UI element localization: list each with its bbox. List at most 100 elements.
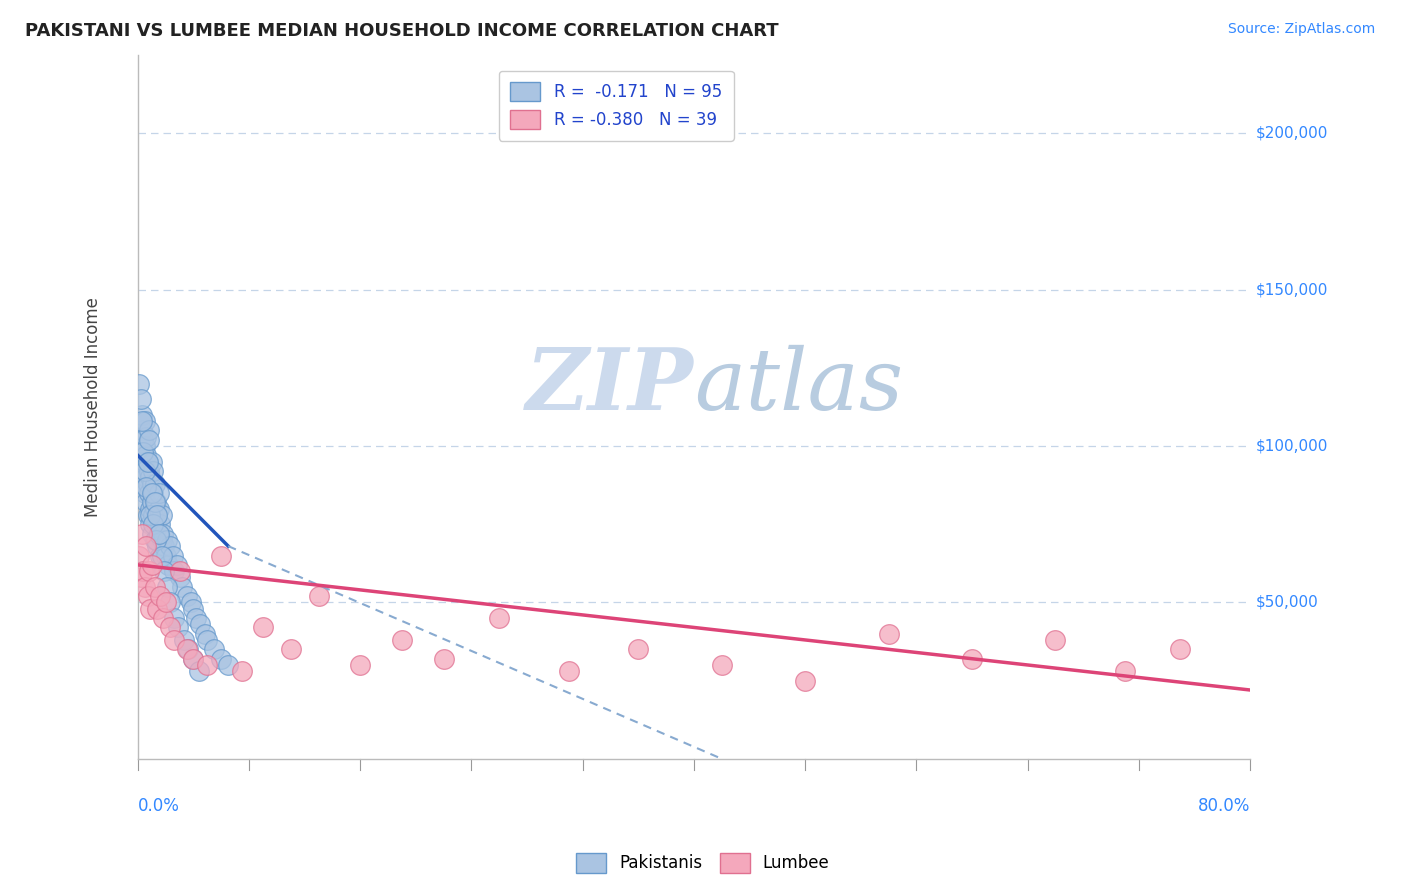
Point: [134, 580, 156, 594]
Point: [138, 464, 160, 478]
Point: [146, 601, 169, 615]
Point: [139, 508, 162, 522]
Point: [136, 455, 159, 469]
Point: [153, 539, 176, 553]
Point: [148, 486, 170, 500]
Point: [169, 570, 191, 584]
Point: [155, 549, 177, 563]
Text: ZIP: ZIP: [526, 344, 695, 427]
Point: [132, 564, 155, 578]
Point: [180, 595, 202, 609]
Point: [138, 424, 160, 438]
Point: [143, 533, 166, 547]
Point: [129, 464, 152, 478]
Point: [163, 611, 186, 625]
Text: $100,000: $100,000: [1256, 439, 1327, 453]
Point: [157, 558, 180, 572]
Point: [139, 517, 162, 532]
Point: [131, 445, 153, 459]
Point: [209, 651, 232, 665]
Point: [128, 476, 150, 491]
Text: 80.0%: 80.0%: [1198, 797, 1250, 815]
Point: [177, 642, 200, 657]
Text: PAKISTANI VS LUMBEE MEDIAN HOUSEHOLD INCOME CORRELATION CHART: PAKISTANI VS LUMBEE MEDIAN HOUSEHOLD INC…: [25, 22, 779, 40]
Point: [176, 589, 198, 603]
Point: [139, 470, 162, 484]
Point: [134, 486, 156, 500]
Point: [138, 564, 160, 578]
Point: [146, 508, 169, 522]
Point: [141, 526, 163, 541]
Point: [209, 549, 232, 563]
Point: [145, 533, 167, 547]
Point: [143, 476, 166, 491]
Point: [131, 408, 153, 422]
Point: [128, 376, 150, 391]
Point: [155, 595, 177, 609]
Point: [162, 549, 184, 563]
Point: [135, 430, 157, 444]
Point: [183, 651, 205, 665]
Point: [131, 526, 153, 541]
Text: $200,000: $200,000: [1256, 126, 1327, 141]
Point: [143, 501, 166, 516]
Point: [153, 564, 176, 578]
Point: [132, 433, 155, 447]
Point: [710, 657, 733, 672]
Point: [134, 464, 156, 478]
Text: Source: ZipAtlas.com: Source: ZipAtlas.com: [1227, 22, 1375, 37]
Point: [167, 620, 190, 634]
Point: [960, 651, 983, 665]
Point: [131, 424, 153, 438]
Point: [134, 439, 156, 453]
Point: [142, 517, 165, 532]
Point: [148, 526, 170, 541]
Text: atlas: atlas: [695, 344, 903, 427]
Point: [143, 580, 166, 594]
Point: [134, 414, 156, 428]
Point: [135, 539, 157, 553]
Point: [141, 495, 163, 509]
Point: [141, 476, 163, 491]
Point: [1045, 632, 1067, 647]
Point: [150, 508, 173, 522]
Point: [135, 480, 157, 494]
Point: [1170, 642, 1192, 657]
Point: [159, 595, 181, 609]
Point: [163, 564, 186, 578]
Point: [141, 455, 163, 469]
Point: [135, 449, 157, 463]
Point: [163, 632, 186, 647]
Point: [149, 517, 172, 532]
Point: [128, 549, 150, 563]
Point: [134, 464, 156, 478]
Point: [172, 580, 194, 594]
Point: [132, 476, 155, 491]
Point: [129, 439, 152, 453]
Point: [135, 495, 157, 509]
Point: [156, 533, 179, 547]
Point: [136, 508, 159, 522]
Point: [142, 508, 165, 522]
Legend: Pakistanis, Lumbee: Pakistanis, Lumbee: [569, 847, 837, 880]
Point: [145, 495, 167, 509]
Point: [173, 632, 195, 647]
Point: [146, 539, 169, 553]
Point: [190, 617, 212, 632]
Point: [149, 589, 172, 603]
Point: [138, 486, 160, 500]
Point: [197, 657, 219, 672]
Point: [136, 455, 159, 469]
Point: [188, 664, 211, 678]
Point: [391, 632, 413, 647]
Point: [143, 495, 166, 509]
Legend: R =  -0.171   N = 95, R = -0.380   N = 39: R = -0.171 N = 95, R = -0.380 N = 39: [499, 70, 734, 141]
Point: [794, 673, 817, 688]
Text: Median Household Income: Median Household Income: [84, 297, 103, 516]
Point: [1114, 664, 1136, 678]
Point: [176, 642, 198, 657]
Point: [217, 657, 239, 672]
Point: [231, 664, 253, 678]
Point: [129, 392, 152, 406]
Point: [142, 486, 165, 500]
